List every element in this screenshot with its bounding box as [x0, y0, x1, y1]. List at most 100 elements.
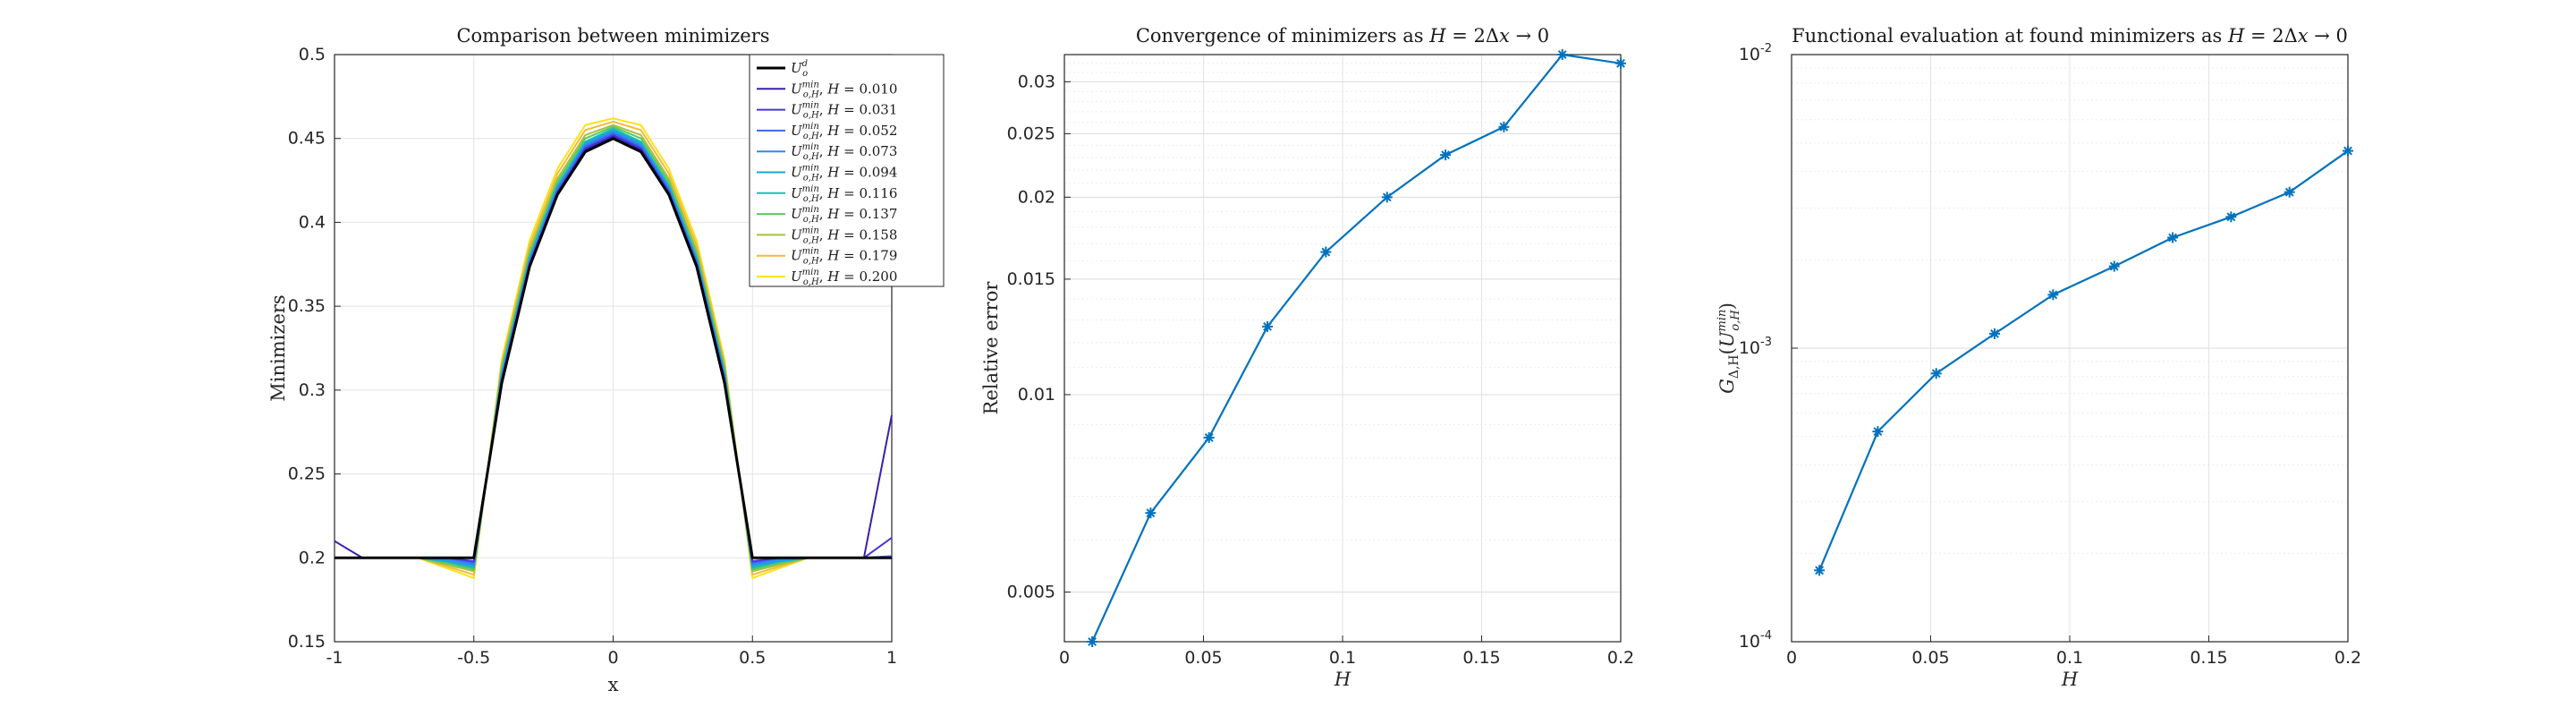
legend-label: Umin o,H, H = 0.137 — [791, 205, 897, 225]
legend-sep: , — [819, 102, 828, 118]
data-point-marker — [1814, 565, 1826, 576]
y-tick-label: 10-3 — [1739, 336, 1772, 358]
marker-stroke — [1204, 433, 1214, 442]
legend-entry: Umin o,H, H = 0.073 — [757, 142, 897, 162]
tick-exponent: -3 — [1760, 336, 1772, 349]
marker-stroke — [1815, 566, 1825, 575]
ylabel-g: G — [1716, 379, 1738, 394]
legend-h: H — [826, 206, 840, 222]
y-tick-label: 0.01 — [1018, 385, 1055, 405]
y-axis-label: Relative error — [980, 281, 1002, 415]
legend-h: H — [826, 81, 840, 97]
legend-value: = 0.010 — [839, 81, 897, 97]
legend-sep: , — [819, 226, 828, 243]
legend-label: Umin o,H, H = 0.179 — [791, 247, 897, 267]
data-point-marker — [1930, 368, 1942, 379]
x-tick-label: 0.05 — [1184, 648, 1222, 668]
legend-label: Umin o,H, H = 0.200 — [791, 268, 897, 287]
legend-base: U — [791, 60, 803, 76]
data-point-marker — [1145, 507, 1157, 519]
marker-stroke — [1990, 328, 1999, 338]
x-axis-label: H — [1334, 669, 1352, 690]
x-tick-label: 1 — [886, 648, 897, 668]
marker-stroke — [2168, 233, 2177, 243]
y-tick-label: 10-4 — [1739, 629, 1772, 652]
legend-sep: , — [819, 165, 828, 181]
marker-stroke — [1873, 427, 1883, 437]
grid — [1063, 54, 1622, 642]
marker-stroke — [1088, 637, 1097, 646]
legend-label: Umin o,H, H = 0.031 — [791, 101, 897, 121]
panel-convergence: 0 0.05 0.1 0.15 0.2 0.005 0.01 0.015 0.02 0.025 0.… — [980, 25, 1634, 690]
x-tick-label: 0.2 — [1607, 648, 1634, 668]
data-point-marker — [1087, 636, 1098, 647]
chart-title: Functional evaluation at found minimizer… — [1792, 25, 2348, 47]
x-axis-label: H — [2061, 669, 2079, 690]
legend-sub: o,H — [803, 90, 819, 99]
x-tick-label: 0.1 — [2056, 648, 2083, 668]
legend-entry: Ud o — [757, 59, 808, 79]
tick-base: 10 — [1739, 45, 1760, 64]
legend-base: U — [791, 81, 803, 97]
ylabel-g-sub: Δ,H — [1727, 354, 1741, 379]
data-point-marker — [2343, 145, 2353, 157]
legend-label: Umin o,H, H = 0.073 — [791, 142, 897, 162]
x-tick-label: 0 — [1059, 648, 1070, 668]
y-axis-label: GΔ,H(Umino,H) — [1716, 303, 1742, 394]
legend-sub: o,H — [803, 235, 819, 245]
ylabel-u-sup: min — [1716, 310, 1729, 332]
legend-sup: min — [802, 205, 819, 215]
y-tick-label: 0.35 — [288, 296, 326, 316]
reference-line — [335, 137, 892, 559]
legend-sep: , — [819, 185, 828, 201]
legend-value: = 0.052 — [839, 123, 897, 139]
legend-h: H — [826, 165, 840, 181]
legend-value: = 0.200 — [839, 268, 897, 285]
legend-entry: Umin o,H, H = 0.094 — [757, 164, 897, 183]
x-tick-label: -1 — [326, 648, 343, 668]
functional-line — [1818, 149, 2349, 571]
marker-stroke — [2048, 290, 2058, 300]
data-point-marker — [2047, 289, 2059, 301]
x-tick-label: 0.15 — [1462, 648, 1500, 668]
legend-entry: Umin o,H, H = 0.158 — [757, 226, 897, 245]
ticks: 0 0.05 0.1 0.15 0.210-410-310-2 — [1739, 42, 2361, 668]
legend-entry: Umin o,H, H = 0.179 — [757, 247, 897, 267]
legend-sep: , — [819, 248, 828, 264]
ticks: -1 -0.5 0 0.5 1 0.15 0.2 0.25 0.3 0.35 0.4 0.45 0.5 — [288, 45, 897, 668]
x-axis-label: x — [608, 674, 619, 695]
data-point-marker — [1615, 57, 1626, 69]
y-tick-label: 0.015 — [1007, 269, 1055, 289]
panel-minimizers: -1 -0.5 0 0.5 10.150.20.250.30.350.40.450.5 … — [267, 25, 945, 695]
legend-sup: d — [802, 59, 808, 69]
legend-label: Umin o,H, H = 0.116 — [791, 184, 897, 204]
marker-stroke — [2284, 187, 2294, 197]
title-var-h: H — [1428, 25, 1446, 47]
legend-label: Umin o,H, H = 0.158 — [791, 226, 897, 245]
y-tick-label: 0.4 — [299, 212, 326, 232]
y-tick-label: 0.5 — [299, 45, 326, 64]
legend-label: Umin o,H, H = 0.094 — [791, 164, 897, 183]
x-tick-label: 0.5 — [739, 648, 766, 668]
title-var-x: x — [2298, 25, 2309, 47]
y-axis-label: Minimizers — [267, 294, 289, 401]
legend-base: U — [791, 123, 803, 139]
marker-stroke — [2343, 146, 2352, 156]
y-tick-label: 0.25 — [288, 465, 326, 484]
legend-sep: , — [819, 206, 828, 222]
x-tick-label: -0.5 — [457, 648, 490, 668]
title-part: = 2Δ — [2244, 25, 2297, 47]
legend-entry: Umin o,H, H = 0.010 — [757, 80, 897, 99]
title-part: Convergence of minimizers as — [1136, 25, 1429, 47]
data-point-marker — [1872, 426, 1884, 438]
legend-base: U — [791, 248, 803, 264]
series-line — [1814, 145, 2353, 576]
data-point-marker — [1320, 246, 1332, 258]
ylabel-u: U — [1716, 330, 1738, 347]
data-point-marker — [2225, 211, 2237, 223]
title-var-h: H — [2227, 25, 2245, 47]
legend-base: U — [791, 226, 803, 243]
ylabel-u-sub: o,H — [1729, 310, 1742, 331]
title-var-x: x — [1499, 25, 1510, 47]
